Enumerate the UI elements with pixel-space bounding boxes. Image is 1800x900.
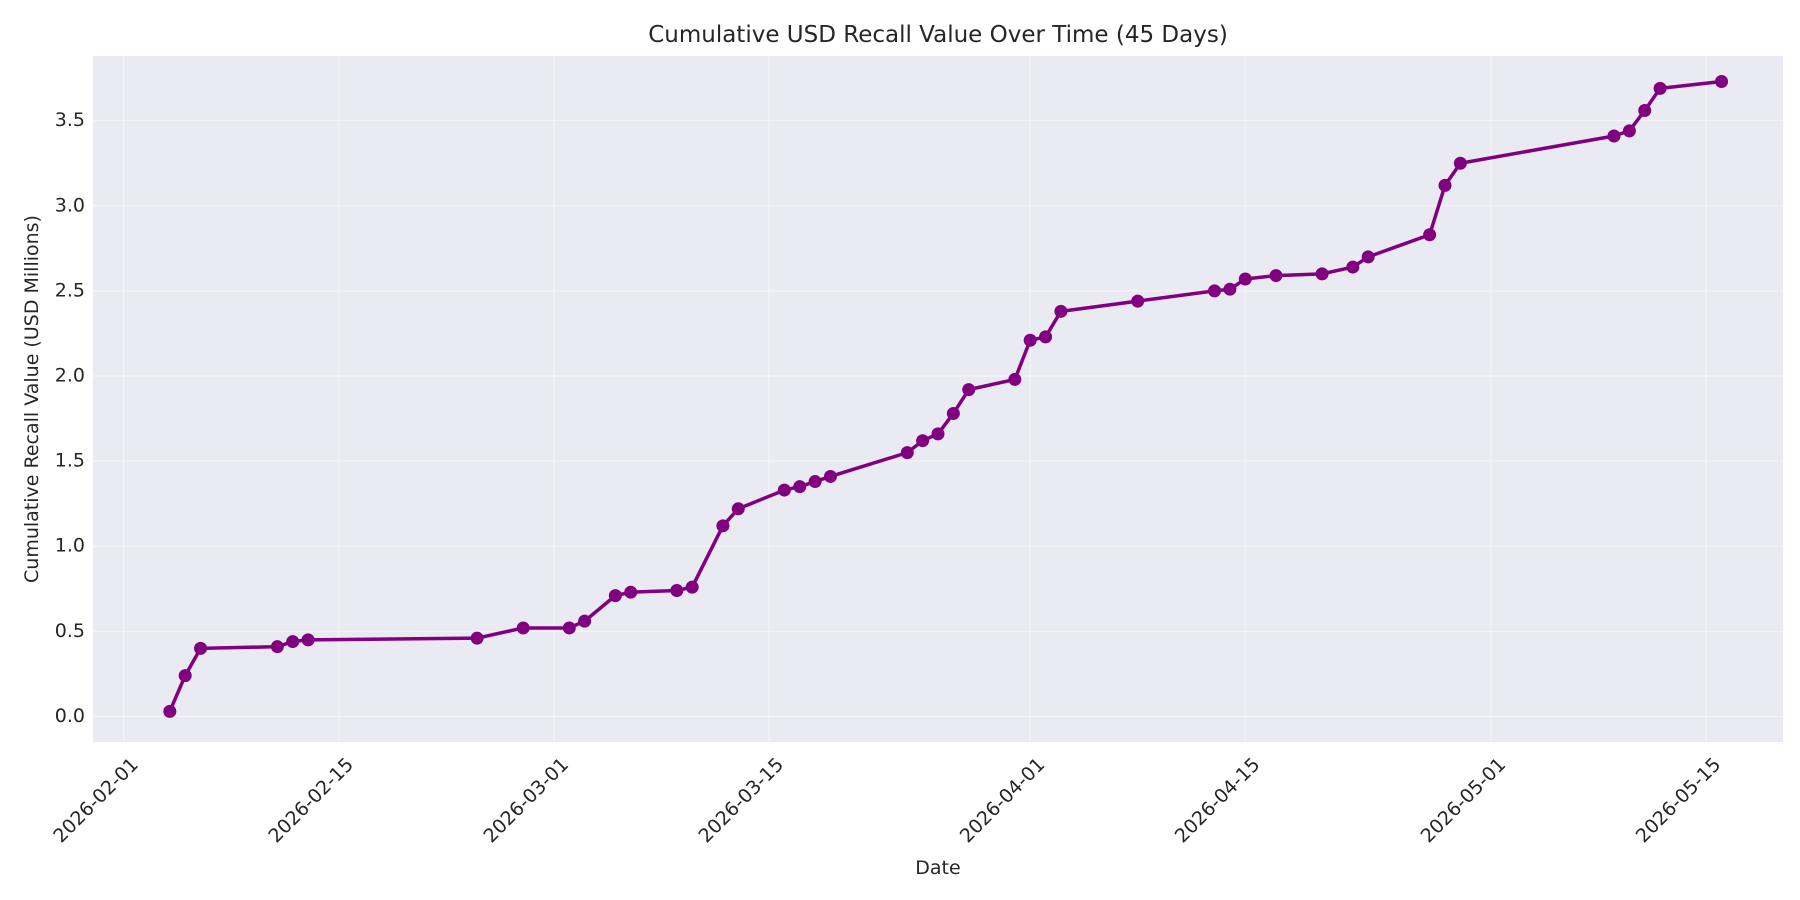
data-point (823, 469, 837, 483)
data-point (916, 434, 930, 448)
data-point (1208, 284, 1222, 298)
data-point (1008, 372, 1022, 386)
data-point (1607, 129, 1621, 143)
plot-area (93, 56, 1783, 742)
data-point (900, 446, 914, 460)
x-tick-label: 2026-03-15 (695, 754, 789, 848)
x-tick-label: 2026-02-01 (49, 754, 143, 848)
y-tick-label: 0.5 (55, 620, 85, 642)
data-point (1438, 178, 1452, 192)
data-point (1622, 124, 1636, 138)
data-point (470, 631, 484, 645)
y-tick-label: 2.5 (55, 279, 85, 301)
data-point (946, 406, 960, 420)
data-point (1023, 333, 1037, 347)
data-point (1223, 282, 1237, 296)
data-point (1131, 294, 1145, 308)
data-point (163, 704, 177, 718)
y-tick-label: 2.0 (55, 365, 85, 387)
x-tick-label: 2026-05-01 (1417, 754, 1511, 848)
y-tick-label: 0.0 (55, 705, 85, 727)
x-tick-label: 2026-05-15 (1632, 754, 1726, 848)
data-point (194, 641, 208, 655)
y-tick-label: 1.0 (55, 535, 85, 557)
data-point (516, 621, 530, 635)
data-point (670, 584, 684, 598)
data-point (793, 480, 807, 494)
data-point (731, 502, 745, 516)
grid-lines (93, 56, 1783, 742)
data-point (962, 383, 976, 397)
data-point (178, 669, 192, 683)
data-point (270, 640, 284, 654)
chart-title: Cumulative USD Recall Value Over Time (4… (648, 22, 1228, 48)
data-point (1238, 272, 1252, 286)
data-point (1453, 156, 1467, 170)
y-axis-label: Cumulative Recall Value (USD Millions) (21, 215, 43, 583)
x-tick-label: 2026-04-15 (1171, 754, 1265, 848)
data-point (1269, 269, 1283, 283)
data-point (562, 621, 576, 635)
data-point (1423, 228, 1437, 242)
data-point (301, 633, 315, 647)
data-point (1715, 75, 1729, 89)
data-point (1638, 103, 1652, 117)
data-point (624, 585, 638, 599)
y-tick-label: 3.5 (55, 109, 85, 131)
data-point (931, 427, 945, 441)
data-point (286, 635, 300, 649)
data-point (1346, 260, 1360, 274)
data-point (777, 483, 791, 497)
x-tick-label: 2026-04-01 (956, 754, 1050, 848)
data-point (685, 580, 699, 594)
y-tick-label: 1.5 (55, 450, 85, 472)
data-point (716, 519, 730, 533)
data-point (608, 589, 622, 603)
data-point (1361, 250, 1375, 264)
x-tick-label: 2026-02-15 (264, 754, 358, 848)
y-tick-label: 3.0 (55, 194, 85, 216)
series-markers (163, 75, 1729, 718)
data-point (1039, 330, 1053, 344)
data-point (1315, 267, 1329, 281)
data-point (1054, 304, 1068, 318)
data-point (1653, 81, 1667, 95)
data-point (578, 614, 592, 628)
data-point (808, 475, 822, 489)
y-tick-labels: 0.0 0.5 1.0 1.5 2.0 2.5 3.0 3.5 (55, 109, 85, 727)
x-tick-label: 2026-03-01 (479, 754, 573, 848)
x-axis-label: Date (915, 857, 960, 879)
x-tick-labels: 2026-02-01 2026-02-15 2026-03-01 2026-03-15… (49, 754, 1725, 848)
